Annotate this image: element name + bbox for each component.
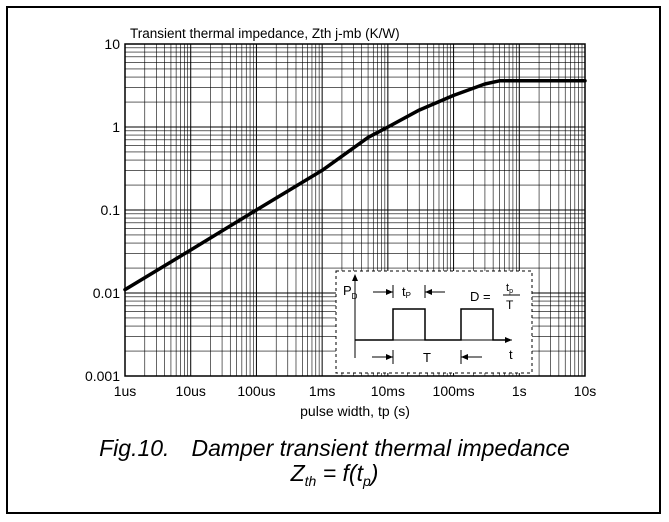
figure-frame xyxy=(6,6,661,514)
y-tick-label: 0.01 xyxy=(93,285,120,301)
x-tick-label: 1us xyxy=(114,383,137,399)
x-tick-labels: 1us 10us 100us 1ms 10ms 100ms 1s 10s xyxy=(114,383,597,399)
period-right-arrowhead xyxy=(461,354,468,360)
x-tick-label: 10ms xyxy=(371,383,405,399)
duty-denominator: T xyxy=(506,298,514,312)
duty-cycle-label: D = xyxy=(470,289,491,304)
eq-mid: = f(t xyxy=(316,460,363,486)
figure-number: Fig.10. xyxy=(99,435,170,461)
y-tick-label: 0.001 xyxy=(85,368,120,384)
y-tick-labels: 0.001 0.01 0.1 1 10 xyxy=(85,36,120,384)
period-label: T xyxy=(423,350,431,365)
caption-equation: Zth = f(tp) xyxy=(0,461,669,494)
tp-label: tP xyxy=(402,284,411,300)
tp-right-arrowhead xyxy=(425,289,432,295)
tp-left-arrowhead xyxy=(386,289,393,295)
eq-end: ) xyxy=(370,460,379,486)
duty-numerator: tp xyxy=(506,282,513,295)
period-left-arrowhead xyxy=(386,354,393,360)
eq-z-sub: th xyxy=(304,473,317,489)
pulse-waveform xyxy=(355,308,510,341)
pulse-inset: PD tP D = tp T T t xyxy=(335,270,533,374)
y-tick-label: 1 xyxy=(112,119,120,135)
caption-title: Damper transient thermal impedance xyxy=(191,435,570,461)
x-axis-label: pulse width, tp (s) xyxy=(300,403,410,419)
inset-time-label: t xyxy=(509,347,513,362)
inset-y-arrow xyxy=(352,274,358,281)
figure-caption: Fig.10. Damper transient thermal impedanc… xyxy=(0,436,669,494)
x-tick-label: 10us xyxy=(176,383,206,399)
eq-z: Z xyxy=(290,460,305,486)
eq-t-sub: p xyxy=(362,473,371,489)
y-tick-label: 10 xyxy=(104,36,120,52)
x-tick-label: 1ms xyxy=(309,383,335,399)
series-line-zth xyxy=(123,79,587,292)
caption-title-line: Fig.10. Damper transient thermal impedanc… xyxy=(0,436,669,461)
x-tick-label: 1s xyxy=(512,383,527,399)
y-tick-label: 0.1 xyxy=(101,202,121,218)
pd-label: PD xyxy=(343,283,358,301)
inset-box xyxy=(335,270,533,374)
x-tick-label: 100ms xyxy=(433,383,475,399)
plot-border xyxy=(124,43,586,377)
chart-title: Transient thermal impedance, Zth j-mb (K… xyxy=(130,26,400,41)
x-tick-label: 10s xyxy=(574,383,597,399)
x-tick-label: 100us xyxy=(237,383,275,399)
grid xyxy=(125,44,585,376)
